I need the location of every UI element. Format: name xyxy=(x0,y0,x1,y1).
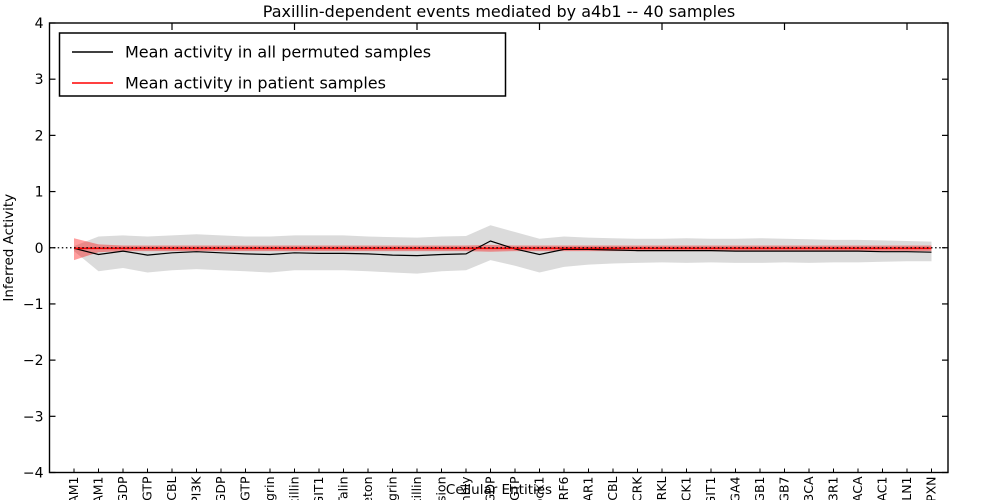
x-tick-label: Rac1/GTP xyxy=(238,476,253,500)
x-tick-label: alpha4/beta1 Integrin/Paxillin/Talin xyxy=(336,477,351,500)
legend-label-permuted-samples: Mean activity in all permuted samples xyxy=(125,43,431,62)
y-tick-label: −1 xyxy=(23,297,44,313)
x-tick-label: alpha4/beta1 Integrin/Paxillin/VCAM1 xyxy=(91,477,106,500)
y-tick-label: 4 xyxy=(35,16,44,32)
x-tick-label: ITGB7 xyxy=(777,477,792,500)
y-tick-labels: 4 3 2 1 0 −1 −2 −3 −4 xyxy=(23,16,44,482)
axes xyxy=(48,22,949,474)
patient-band xyxy=(74,238,932,261)
y-tick-label: 1 xyxy=(35,185,44,201)
x-tick-label: GIT1 xyxy=(703,477,718,500)
x-tick-label: PIK3CA xyxy=(801,476,816,500)
x-tick-label: CBL xyxy=(605,476,620,500)
x-tick-label: Rac1/GDP xyxy=(213,476,228,500)
y-tick-label: 2 xyxy=(35,128,44,144)
x-tick-label: mol:GDP xyxy=(483,476,498,500)
chart-title: Paxillin-dependent events mediated by a4… xyxy=(263,2,735,21)
x-tick-label: alpha4/beta7 Integrin/Paxillin xyxy=(409,477,424,500)
legend-label-patient-samples: Mean activity in patient samples xyxy=(125,74,386,93)
legend-box xyxy=(58,32,507,97)
x-tick-label: VCAM1 xyxy=(66,477,81,500)
x-tick-label: mol:GTP xyxy=(507,476,522,500)
x-tick-label: ITGB1 xyxy=(752,477,767,500)
x-tick-label: TLN1 xyxy=(899,477,914,500)
x-tick-label: CRKL/CBL xyxy=(164,476,179,500)
y-tick-label: 0 xyxy=(35,241,44,257)
x-tick-label: ARF6 xyxy=(556,476,571,500)
plot-bands xyxy=(74,225,932,274)
y-axis-label: Inferred Activity xyxy=(1,194,17,302)
x-tick-label: alpha4/beta1 Integrin/Paxillin/Talin/Act… xyxy=(360,477,375,500)
x-tick-label: alpha4/beta1 Integrin/Paxillin/GIT1 xyxy=(311,477,326,500)
x-tick-label: CRK xyxy=(630,476,645,500)
x-tick-label: ITGA4 xyxy=(728,476,743,500)
permuted-band xyxy=(74,225,932,274)
x-axis-label: Cellular Entities xyxy=(446,482,552,498)
x-tick-label: PIK3R1 xyxy=(826,477,841,500)
x-tick-label: alpha4/beta7 Integrin xyxy=(385,477,400,500)
x-tick-label: BCAR1 xyxy=(581,477,596,500)
x-tick-label: RAC1 xyxy=(875,477,890,500)
permuted-mean-line xyxy=(73,240,932,257)
y-tick-label: −4 xyxy=(23,466,44,482)
x-tick-label: ARF6/GTP xyxy=(140,476,155,500)
x-tick-label: PRKACA xyxy=(850,476,865,500)
x-tick-label: lamellipodium assembly xyxy=(458,476,473,500)
x-tick-label: PI3K xyxy=(189,476,204,500)
y-tick-label: 3 xyxy=(35,72,44,88)
y-tick-label: −2 xyxy=(23,353,44,369)
x-tick-label: PXN xyxy=(924,477,939,500)
y-tick-label: −3 xyxy=(23,409,44,425)
x-tick-label: ARF6/GDP xyxy=(115,476,130,500)
x-tick-label: CRKL xyxy=(654,476,669,500)
legend: Mean activity in all permuted samples Me… xyxy=(58,32,507,97)
x-tick-label: alpha4/beta1 Integrin/Paxillin xyxy=(287,477,302,500)
x-tick-labels: VCAM1 alpha4/beta1 Integrin/Paxillin/VCAM… xyxy=(66,476,939,500)
x-tick-label: DOCK1 xyxy=(679,477,694,500)
x-tick-label: alpha4/beta1 Integrin xyxy=(262,477,277,500)
x-tick-label: p130Cas/Crk/Dock1 xyxy=(532,477,547,500)
x-tick-label: cell adhesion xyxy=(434,477,449,500)
